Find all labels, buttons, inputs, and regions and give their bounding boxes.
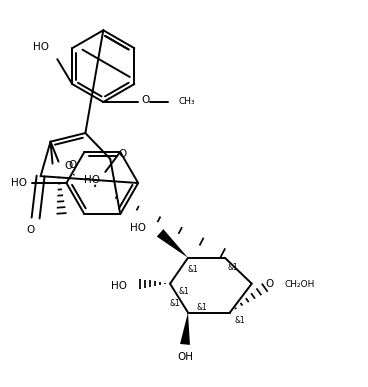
Text: OH: OH — [177, 353, 193, 362]
Text: CH₃: CH₃ — [178, 98, 195, 106]
Text: CH₂OH: CH₂OH — [284, 280, 315, 289]
Text: &1: &1 — [234, 316, 245, 325]
Text: HO: HO — [111, 281, 127, 291]
Text: HO: HO — [84, 175, 100, 185]
Text: HO: HO — [11, 178, 26, 188]
Text: O: O — [68, 159, 77, 170]
Text: &1: &1 — [227, 263, 238, 272]
Text: HO: HO — [33, 42, 49, 52]
Text: O: O — [141, 95, 149, 105]
Text: &1: &1 — [197, 303, 207, 312]
Text: HO: HO — [130, 223, 146, 233]
Text: &1: &1 — [188, 265, 198, 274]
Text: O: O — [266, 279, 274, 289]
Text: &1: &1 — [178, 287, 190, 296]
Text: O: O — [26, 225, 35, 235]
Text: O: O — [118, 149, 127, 159]
Text: O: O — [64, 161, 73, 171]
Polygon shape — [157, 229, 188, 258]
Text: &1: &1 — [170, 299, 180, 308]
Polygon shape — [180, 313, 190, 345]
